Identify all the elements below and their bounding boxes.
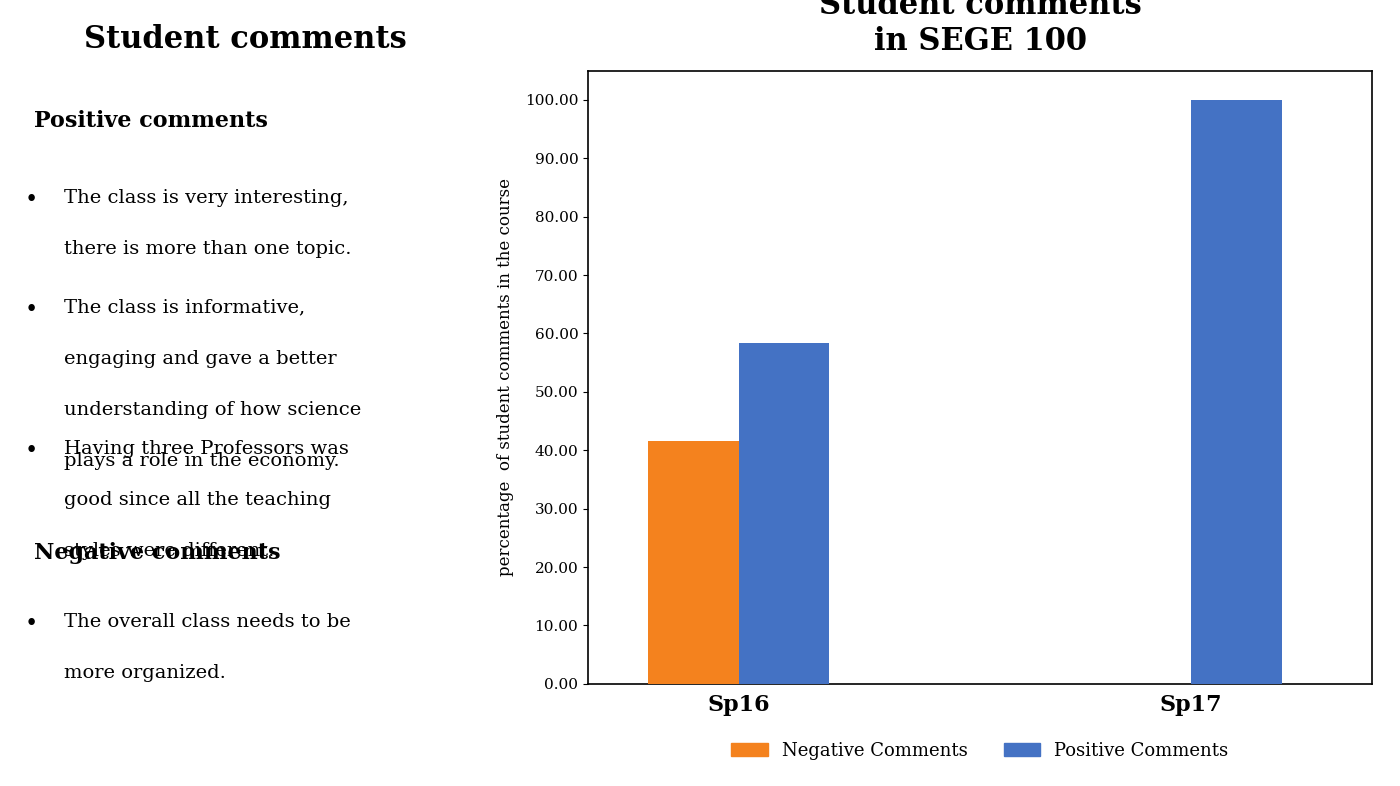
Text: Positive comments: Positive comments [34, 110, 269, 132]
Text: •: • [25, 613, 38, 635]
Text: Student comments: Student comments [84, 24, 406, 54]
Legend: Negative Comments, Positive Comments: Negative Comments, Positive Comments [724, 734, 1236, 767]
Bar [1191, 100, 1281, 684]
Text: The class is informative,: The class is informative, [64, 299, 305, 317]
Bar [648, 440, 739, 684]
Text: •: • [25, 299, 38, 321]
Text: styles were different.: styles were different. [64, 542, 274, 560]
Text: Having three Professors was: Having three Professors was [64, 440, 349, 458]
Text: there is more than one topic.: there is more than one topic. [64, 240, 351, 258]
Y-axis label: percentage  of student comments in the course: percentage of student comments in the co… [497, 178, 514, 576]
Bar [739, 343, 829, 684]
Text: engaging and gave a better: engaging and gave a better [64, 350, 336, 368]
Text: understanding of how science: understanding of how science [64, 401, 361, 419]
Text: The class is very interesting,: The class is very interesting, [64, 189, 349, 207]
Text: Negative comments: Negative comments [34, 542, 281, 564]
Text: The overall class needs to be: The overall class needs to be [64, 613, 350, 631]
Text: plays a role in the economy.: plays a role in the economy. [64, 452, 339, 470]
Text: good since all the teaching: good since all the teaching [64, 491, 330, 509]
Text: •: • [25, 189, 38, 211]
Text: •: • [25, 440, 38, 462]
Title: Student comments
in SEGE 100: Student comments in SEGE 100 [819, 0, 1141, 57]
Text: more organized.: more organized. [64, 664, 225, 682]
